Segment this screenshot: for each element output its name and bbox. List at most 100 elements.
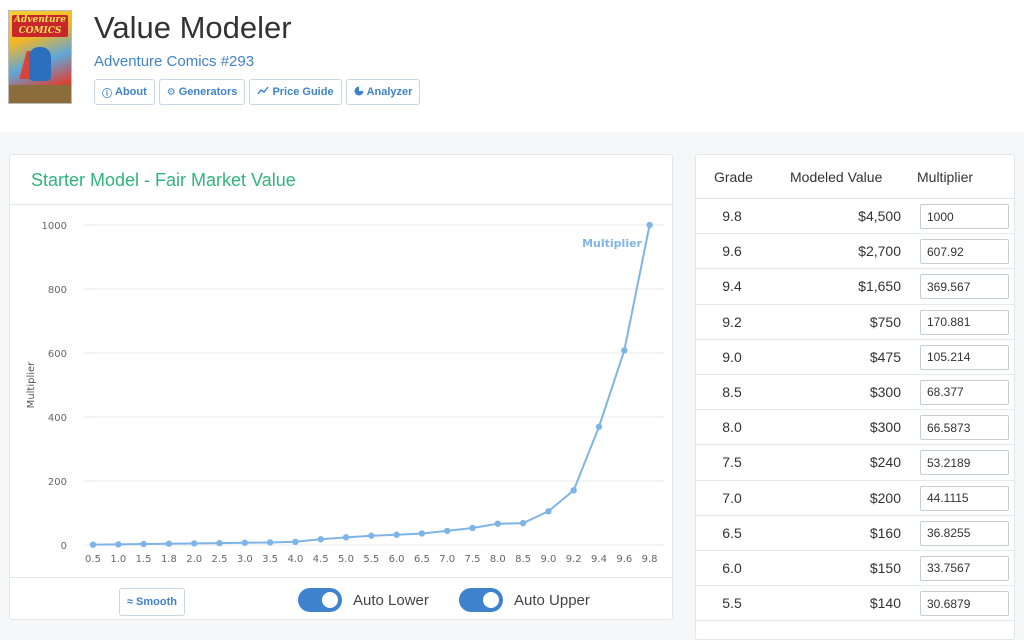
y-tick-label: 0 — [61, 541, 67, 552]
data-point — [418, 530, 426, 537]
auto-upper-switch[interactable] — [459, 588, 503, 612]
data-point — [191, 540, 198, 547]
auto-lower-switch[interactable] — [298, 588, 342, 612]
multiplier-input[interactable] — [920, 520, 1009, 546]
multiplier-input[interactable] — [920, 485, 1009, 511]
x-tick-label: 6.5 — [414, 554, 430, 565]
generators-button[interactable]: ⚙ Generators — [158, 79, 246, 105]
x-tick-label: 1.5 — [136, 554, 152, 565]
modeled-value-cell: $2,700 — [858, 243, 901, 260]
multiplier-column-header: Multiplier — [917, 169, 974, 185]
chart-card: Starter Model - Fair Market Value 0 200 40… — [9, 154, 673, 620]
x-tick-label: 4.0 — [287, 554, 303, 565]
modeled-value-cell: $160 — [869, 524, 901, 541]
analyzer-button[interactable]: Analyzer — [345, 79, 421, 105]
modeled-value-cell: $300 — [869, 419, 901, 436]
generators-label: Generators — [178, 86, 238, 98]
data-point — [115, 541, 122, 548]
x-tick-label: 2.0 — [186, 554, 202, 565]
x-tick-label: 9.6 — [616, 554, 632, 565]
data-point — [292, 538, 299, 545]
page-header: Adventure COMICS Value Modeler Adventure… — [0, 0, 1024, 132]
chart-card-title: Starter Model - Fair Market Value — [31, 170, 296, 190]
data-point — [494, 520, 501, 527]
grade-cell: 9.0 — [722, 348, 742, 365]
multiplier-series-line — [92, 224, 651, 546]
price-guide-button[interactable]: Price Guide — [249, 79, 342, 105]
multiplier-input[interactable] — [920, 379, 1009, 405]
x-tick-label: 8.0 — [490, 554, 506, 565]
data-point — [342, 534, 350, 541]
data-point — [646, 221, 653, 229]
grade-cell: 6.0 — [722, 559, 742, 576]
modeled-value-cell: $750 — [869, 313, 901, 330]
nav-bar: ⓘ About ⚙ Generators Price Guide Analyze… — [94, 79, 421, 105]
auto-lower-toggle[interactable]: Auto Lower — [298, 588, 429, 612]
data-point — [393, 531, 400, 538]
x-tick-label: 9.4 — [591, 554, 607, 565]
multiplier-input[interactable] — [920, 415, 1009, 441]
grade-table: Grade Modeled Value Multiplier 9.8 $4,500… — [695, 154, 1015, 640]
data-point — [241, 539, 248, 546]
table-row: 9.0 $475 — [696, 340, 1014, 375]
x-tick-label: 3.5 — [262, 554, 278, 565]
grade-column-header: Grade — [714, 169, 753, 185]
x-tick-label: 6.0 — [389, 554, 405, 565]
comic-cover-thumbnail[interactable]: Adventure COMICS — [8, 10, 72, 104]
data-point — [317, 536, 324, 543]
wave-icon: ≈ — [127, 596, 134, 608]
multiplier-input[interactable] — [920, 204, 1009, 229]
x-tick-label: 9.2 — [566, 554, 582, 565]
modeled-value-cell: $240 — [869, 454, 901, 471]
analyzer-label: Analyzer — [366, 86, 413, 98]
divider — [10, 577, 672, 578]
modeled-value-cell: $200 — [869, 489, 901, 506]
grade-cell: 9.4 — [722, 278, 742, 295]
x-tick-label: 2.5 — [212, 554, 228, 565]
y-axis-label: Multiplier — [26, 361, 37, 409]
x-tick-label: 0.5 — [85, 554, 101, 565]
grade-cell: 5.5 — [722, 595, 742, 612]
x-tick-label: 9.0 — [540, 554, 556, 565]
divider — [10, 204, 672, 205]
multiplier-chart[interactable]: 0 200 400 600 800 1000 Multiplier 0.5 1.0 1.5 1.8 2… — [10, 205, 674, 577]
multiplier-input[interactable] — [920, 239, 1009, 265]
about-label: About — [115, 86, 147, 98]
grade-cell: 7.5 — [722, 454, 742, 471]
multiplier-input[interactable] — [920, 344, 1009, 370]
grade-cell: 9.6 — [722, 243, 742, 260]
table-row: 8.0 $300 — [696, 410, 1014, 446]
multiplier-input[interactable] — [920, 309, 1009, 335]
table-row: 9.2 $750 — [696, 305, 1014, 340]
y-tick-label: 600 — [48, 349, 67, 360]
data-point — [266, 539, 274, 546]
pie-chart-icon — [354, 86, 364, 99]
x-tick-label: 3.0 — [237, 554, 253, 565]
modeled-value-cell: $1,650 — [858, 278, 901, 295]
multiplier-input[interactable] — [920, 274, 1009, 300]
multiplier-input[interactable] — [920, 591, 1009, 617]
comic-title-link[interactable]: Adventure Comics #293 — [94, 53, 255, 70]
grade-cell: 8.0 — [722, 419, 742, 436]
data-point — [595, 423, 603, 430]
auto-lower-label: Auto Lower — [353, 591, 429, 609]
auto-upper-toggle[interactable]: Auto Upper — [459, 588, 590, 612]
auto-upper-label: Auto Upper — [514, 591, 590, 609]
switch-knob — [322, 592, 338, 608]
modeled-value-cell: $300 — [869, 383, 901, 400]
about-button[interactable]: ⓘ About — [94, 79, 155, 105]
x-tick-label: 8.5 — [515, 554, 531, 565]
series-label: Multiplier — [582, 237, 642, 250]
multiplier-input[interactable] — [920, 555, 1009, 581]
cover-logo: Adventure COMICS — [12, 15, 68, 37]
gear-icon: ⚙ — [166, 86, 176, 98]
modeled-value-cell: $150 — [869, 559, 901, 576]
line-chart-icon — [257, 86, 269, 99]
grade-cell: 8.5 — [722, 383, 742, 400]
smooth-button[interactable]: ≈ Smooth — [119, 588, 185, 616]
data-point — [444, 527, 451, 535]
data-point — [519, 519, 527, 527]
multiplier-input[interactable] — [920, 450, 1009, 476]
table-row: 6.5 $160 — [696, 516, 1014, 551]
y-tick-label: 1000 — [42, 221, 67, 232]
